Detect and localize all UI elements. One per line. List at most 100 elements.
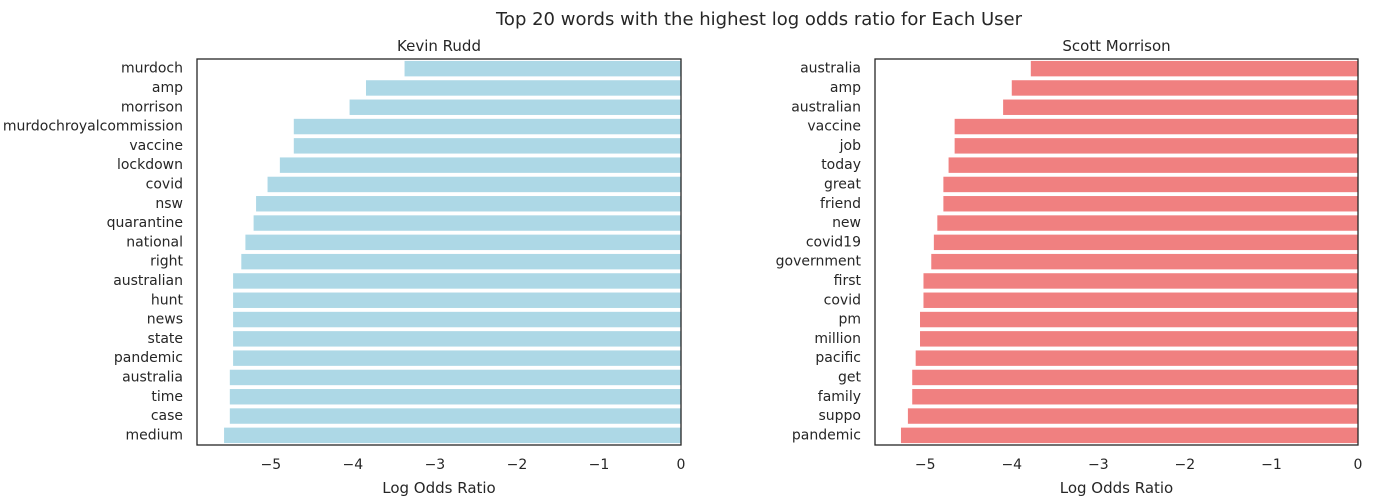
scott-morrison-bar [912, 389, 1358, 405]
scott-morrison-x-tick-label: −3 [1088, 457, 1109, 473]
kevin-rudd-bar [365, 80, 681, 96]
scott-morrison-bar [1011, 80, 1358, 96]
kevin-rudd-category-label: lockdown [117, 157, 183, 173]
scott-morrison-category-label: covid19 [806, 234, 861, 250]
kevin-rudd-category-label: medium [125, 427, 183, 443]
scott-morrison-x-tick-label: −4 [1001, 457, 1022, 473]
kevin-rudd-bar [233, 273, 681, 289]
scott-morrison-axes-frame [874, 58, 1359, 446]
scott-morrison-bar [912, 369, 1358, 386]
scott-morrison-bar [923, 292, 1358, 308]
scott-morrison-bar [1030, 60, 1358, 77]
scott-morrison-category-label: million [814, 331, 861, 347]
kevin-rudd-category-label: state [148, 331, 183, 347]
kevin-rudd-category-label: time [151, 389, 183, 405]
scott-morrison-category-label: vaccine [807, 119, 861, 135]
kevin-rudd-category-label: murdochroyalcommission [3, 119, 183, 135]
kevin-rudd-x-tick-label: −5 [261, 457, 282, 473]
kevin-rudd-bar [293, 138, 681, 154]
kevin-rudd-category-label: pandemic [114, 350, 183, 366]
scott-morrison-x-tick-label: −5 [915, 457, 936, 473]
kevin-rudd-bar [229, 369, 682, 386]
kevin-rudd-bar [224, 427, 682, 444]
scott-morrison-category-label: today [821, 157, 861, 173]
scott-morrison-bar [1003, 99, 1358, 115]
kevin-rudd-panel: murdoch amp morrison murdochroyalcommission… [3, 37, 686, 497]
scott-morrison-category-label: australian [791, 99, 861, 115]
scott-morrison-bar [915, 350, 1358, 366]
kevin-rudd-bar [233, 311, 681, 328]
kevin-rudd-category-label: quarantine [107, 215, 183, 231]
kevin-rudd-category-label: vaccine [129, 138, 183, 154]
kevin-rudd-category-label: news [147, 312, 183, 328]
kevin-rudd-x-tick-label: 0 [677, 457, 686, 473]
scott-morrison-category-label: job [839, 138, 861, 154]
kevin-rudd-bar [245, 234, 681, 251]
scott-morrison-category-label: family [818, 389, 861, 405]
kevin-rudd-category-label: hunt [151, 292, 184, 308]
kevin-rudd-category-label: australia [122, 369, 183, 385]
scott-morrison-panel: australia amp australian vaccine job today gre… [776, 37, 1363, 497]
kevin-rudd-bar [229, 389, 682, 405]
kevin-rudd-x-tick-label: −2 [507, 457, 528, 473]
scott-morrison-category-label: get [838, 369, 862, 385]
kevin-rudd-category-label: national [126, 234, 183, 250]
scott-morrison-bar [920, 311, 1358, 328]
scott-morrison-bar [948, 157, 1358, 173]
scott-morrison-bar [931, 253, 1358, 270]
kevin-rudd-bar [256, 196, 681, 212]
scott-morrison-category-label: amp [830, 80, 861, 96]
scott-morrison-category-label: australia [800, 61, 861, 77]
scott-morrison-bar [920, 331, 1358, 347]
kevin-rudd-bar [233, 292, 681, 308]
scott-morrison-category-label: first [834, 273, 862, 289]
scott-morrison-bar [907, 408, 1358, 424]
kevin-rudd-bar [253, 215, 681, 231]
scott-morrison-x-tick-label: −2 [1175, 457, 1196, 473]
scott-morrison-category-label: government [776, 254, 862, 270]
scott-morrison-category-label: great [824, 176, 862, 192]
scott-morrison-bar [937, 215, 1358, 231]
kevin-rudd-x-tick-label: −3 [425, 457, 446, 473]
kevin-rudd-bar [279, 157, 681, 173]
kevin-rudd-bar [267, 176, 681, 193]
figure-suptitle: Top 20 words with the highest log odds r… [495, 9, 1023, 30]
scott-morrison-x-axis-label: Log Odds Ratio [1060, 479, 1174, 497]
kevin-rudd-bar [233, 331, 681, 347]
scott-morrison-bar [943, 176, 1358, 193]
kevin-rudd-category-label: covid [146, 176, 183, 192]
scott-morrison-category-label: covid [824, 292, 861, 308]
scott-morrison-x-tick-label: 0 [1354, 457, 1363, 473]
kevin-rudd-x-axis-label: Log Odds Ratio [382, 479, 496, 497]
scott-morrison-bar [954, 118, 1358, 135]
scott-morrison-bar [900, 427, 1358, 444]
scott-morrison-category-label: suppo [818, 408, 861, 424]
scott-morrison-category-label: new [832, 215, 861, 231]
scott-morrison-bar [954, 138, 1358, 154]
kevin-rudd-category-label: australian [113, 273, 183, 289]
scott-morrison-category-label: friend [820, 196, 861, 212]
kevin-rudd-title: Kevin Rudd [397, 37, 481, 55]
kevin-rudd-category-label: nsw [155, 196, 183, 212]
scott-morrison-bar [923, 273, 1358, 289]
kevin-rudd-category-label: amp [152, 80, 183, 96]
scott-morrison-category-label: pm [838, 312, 861, 328]
kevin-rudd-bar [404, 60, 681, 77]
kevin-rudd-bar [229, 408, 682, 424]
kevin-rudd-bar [293, 118, 681, 135]
scott-morrison-category-label: pacific [815, 350, 861, 366]
kevin-rudd-category-label: right [150, 254, 183, 270]
kevin-rudd-category-label: murdoch [121, 61, 183, 77]
scott-morrison-bar [943, 196, 1358, 212]
scott-morrison-x-tick-label: −1 [1261, 457, 1282, 473]
kevin-rudd-bar [349, 99, 681, 115]
scott-morrison-bar [933, 234, 1358, 251]
kevin-rudd-bar [241, 253, 681, 270]
kevin-rudd-x-tick-label: −1 [589, 457, 610, 473]
kevin-rudd-axes-frame [196, 58, 682, 446]
kevin-rudd-bar [233, 350, 681, 366]
scott-morrison-title: Scott Morrison [1062, 37, 1170, 55]
scott-morrison-category-label: pandemic [792, 427, 861, 443]
kevin-rudd-category-label: morrison [121, 99, 183, 115]
